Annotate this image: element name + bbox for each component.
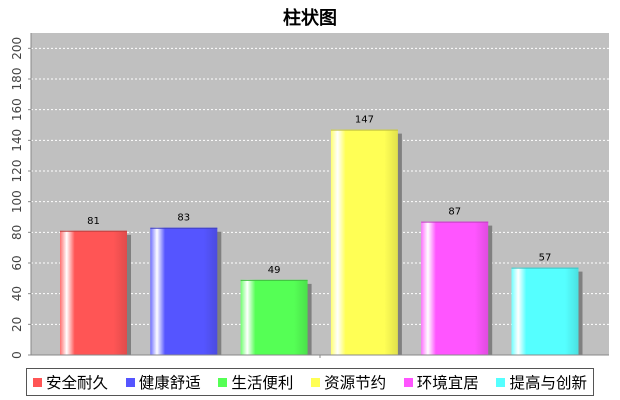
y-tick-label: 140	[10, 129, 24, 152]
legend-label: 安全耐久	[46, 374, 109, 392]
legend-swatch	[33, 377, 42, 387]
bar	[330, 129, 398, 355]
bar	[60, 230, 127, 355]
legend-swatch	[125, 377, 135, 387]
y-tick-label: 80	[10, 225, 24, 240]
legend-label: 生活便利	[231, 374, 294, 392]
y-tick-label: 100	[10, 190, 24, 213]
y-tick-label: 60	[10, 255, 24, 270]
data-label: 83	[177, 213, 190, 224]
y-tick-label: 120	[10, 160, 24, 183]
bar	[421, 221, 489, 355]
chart-title: 柱状图	[283, 8, 337, 29]
legend-item: 提高与创新	[496, 371, 587, 393]
legend-label: 资源节约	[324, 374, 387, 392]
bar	[511, 267, 579, 355]
legend-swatch	[403, 377, 413, 387]
data-label: 49	[268, 265, 281, 276]
legend: 安全耐久 健康舒适 生活便利 资源节约 环境宜居 提高与创新	[26, 368, 594, 396]
y-tick-label: 40	[10, 286, 24, 301]
data-label: 81	[87, 216, 100, 227]
legend-swatch	[218, 377, 228, 387]
legend-swatch	[496, 377, 506, 387]
legend-item: 生活便利	[218, 371, 293, 393]
y-tick-label: 20	[10, 317, 24, 332]
legend-item: 资源节约	[311, 371, 386, 393]
data-label: 87	[448, 207, 461, 218]
legend-label: 健康舒适	[138, 374, 201, 392]
legend-item: 健康舒适	[125, 371, 201, 393]
bar	[240, 279, 308, 355]
bar	[150, 227, 218, 355]
data-label: 147	[355, 115, 374, 126]
legend-item: 安全耐久	[33, 371, 108, 393]
y-tick-label: 0	[10, 351, 24, 359]
data-label: 57	[539, 253, 552, 264]
y-tick-label: 180	[10, 68, 24, 91]
legend-label: 环境宜居	[416, 374, 479, 392]
legend-label: 提高与创新	[509, 374, 587, 392]
y-tick-label: 160	[10, 98, 24, 121]
legend-item: 环境宜居	[403, 371, 479, 393]
y-tick-label: 200	[10, 37, 24, 60]
legend-swatch	[311, 377, 321, 387]
